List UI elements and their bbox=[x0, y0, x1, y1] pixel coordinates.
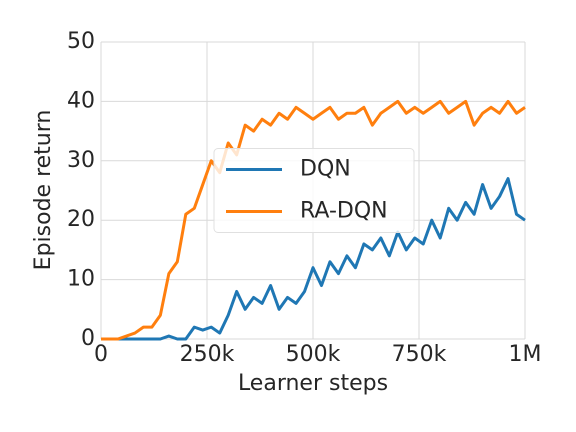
x-tick-label: 750k bbox=[392, 342, 447, 367]
y-tick-label: 50 bbox=[67, 29, 95, 54]
x-axis-label: Learner steps bbox=[238, 371, 388, 396]
data-line bbox=[101, 99, 526, 341]
y-tick-label: 30 bbox=[67, 148, 95, 173]
y-tick-label: 20 bbox=[67, 207, 95, 232]
legend-label: DQN bbox=[300, 157, 351, 182]
y-tick-label: 10 bbox=[67, 267, 95, 292]
x-tick-label: 0 bbox=[94, 342, 108, 367]
x-tick-label: 1M bbox=[509, 342, 542, 367]
y-tick-label: 0 bbox=[81, 326, 95, 351]
x-tick-label: 500k bbox=[286, 342, 341, 367]
y-tick-label: 40 bbox=[67, 88, 95, 113]
x-tick-label: 250k bbox=[180, 342, 235, 367]
legend-label: RA-DQN bbox=[300, 199, 388, 224]
data-line bbox=[101, 177, 526, 341]
y-axis-label: Episode return bbox=[31, 110, 56, 271]
